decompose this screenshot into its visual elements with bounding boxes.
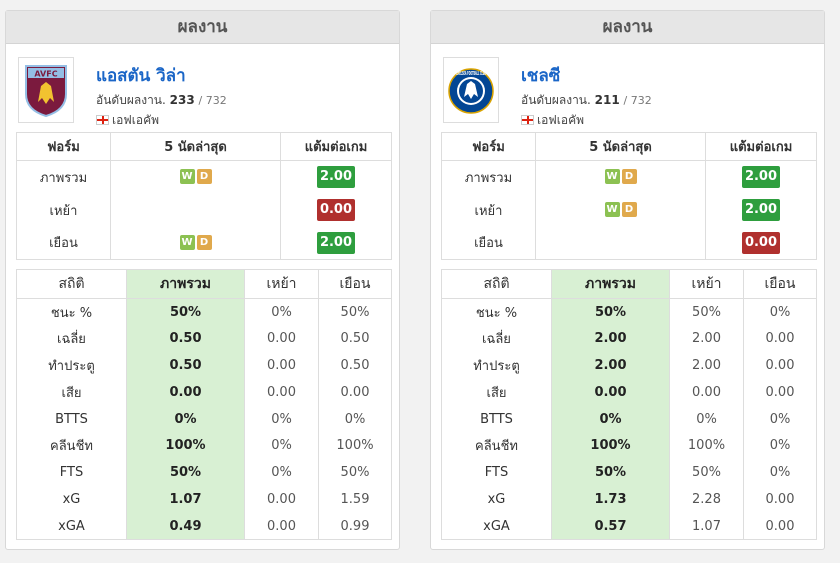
- stats-header-overall[interactable]: ภาพรวม: [551, 269, 670, 299]
- team-info: CHELSEA FOOTBALL CLUB เชลซี อันดับผลงาน.…: [431, 44, 824, 130]
- form-header-last5: 5 นัดล่าสุด: [110, 132, 281, 161]
- stats-row: เฉลี่ย 2.00 2.00 0.00: [441, 325, 817, 353]
- team-logo[interactable]: CHELSEA FOOTBALL CLUB: [443, 57, 499, 123]
- result-badge[interactable]: D: [196, 234, 212, 250]
- england-flag-icon: [521, 115, 534, 125]
- stats-row: xGA 0.57 1.07 0.00: [441, 512, 817, 541]
- stats-table: สถิติ ภาพรวม เหย้า เยือน ชนะ % 50% 50% 0% เ…: [441, 269, 817, 541]
- performance-rank: อันดับผลงาน. 211 / 732: [521, 93, 652, 107]
- stats-row: เฉลี่ย 0.50 0.00 0.50: [16, 325, 392, 353]
- ppg-badge: 2.00: [317, 166, 355, 189]
- stats-header-home[interactable]: เหย้า: [669, 269, 744, 299]
- stats-header-away[interactable]: เยือน: [743, 269, 817, 299]
- form-row-away: เยือน 0.00: [441, 226, 817, 260]
- panel-header: ผลงาน: [6, 11, 399, 44]
- england-flag-icon: [96, 115, 109, 125]
- stats-row: ชนะ % 50% 0% 50%: [16, 298, 392, 326]
- stats-row: ทำประตู 2.00 2.00 0.00: [441, 352, 817, 379]
- ppg-badge: 2.00: [317, 231, 355, 254]
- result-badge[interactable]: D: [196, 169, 212, 185]
- stats-header-away[interactable]: เยือน: [318, 269, 392, 299]
- team-name[interactable]: แอสตัน วิล่า: [96, 66, 186, 86]
- chelsea-crest-icon: CHELSEA FOOTBALL CLUB: [448, 68, 494, 114]
- team-name[interactable]: เชลซี: [521, 66, 561, 86]
- stats-row: xGA 0.49 0.00 0.99: [16, 512, 392, 541]
- form-header-last5: 5 นัดล่าสุด: [535, 132, 706, 161]
- form-header-ppg: แต้มต่อเกม: [280, 132, 392, 161]
- stats-header-home[interactable]: เหย้า: [244, 269, 319, 299]
- stats-row: xG 1.07 0.00 1.59: [16, 486, 392, 513]
- svg-text:AVFC: AVFC: [34, 70, 57, 79]
- performance-rank: อันดับผลงาน. 233 / 732: [96, 93, 227, 107]
- stats-row: xG 1.73 2.28 0.00: [441, 486, 817, 513]
- result-badge[interactable]: W: [604, 169, 620, 185]
- aston-villa-crest-icon: AVFC: [25, 65, 67, 118]
- stats-row: ชนะ % 50% 50% 0%: [441, 298, 817, 326]
- form-header-label: ฟอร์ม: [441, 132, 536, 161]
- result-badge[interactable]: D: [621, 169, 637, 185]
- result-badge[interactable]: W: [179, 234, 195, 250]
- form-header-ppg: แต้มต่อเกม: [705, 132, 817, 161]
- ppg-badge: 0.00: [742, 231, 780, 254]
- stats-row: คลีนชีท 100% 0% 100%: [16, 432, 392, 460]
- stats-row: BTTS 0% 0% 0%: [441, 405, 817, 433]
- ppg-badge: 0.00: [317, 199, 355, 221]
- ppg-badge: 2.00: [742, 166, 780, 189]
- stats-header-label: สถิติ: [16, 269, 127, 299]
- league: เอฟเอคัพ: [521, 111, 584, 130]
- stats-header-overall[interactable]: ภาพรวม: [126, 269, 245, 299]
- svg-text:CHELSEA FOOTBALL CLUB: CHELSEA FOOTBALL CLUB: [456, 71, 486, 77]
- stats-row: เสีย 0.00 0.00 0.00: [16, 378, 392, 406]
- stats-row: FTS 50% 0% 50%: [16, 459, 392, 487]
- stats-row: ทำประตู 0.50 0.00 0.50: [16, 352, 392, 379]
- stats-row: เสีย 0.00 0.00 0.00: [441, 378, 817, 406]
- form-header-label: ฟอร์ม: [16, 132, 111, 161]
- result-badge[interactable]: D: [621, 202, 637, 217]
- team-info: AVFC แอสตัน วิล่า อันดับผลงาน. 233 / 732…: [6, 44, 399, 130]
- team-panel-away: ผลงาน CHELSEA FOOTBALL CLUB เชลซี อันดับ…: [430, 10, 825, 550]
- ppg-badge: 2.00: [742, 199, 780, 221]
- stats-row: คลีนชีท 100% 100% 0%: [441, 432, 817, 460]
- team-logo[interactable]: AVFC: [18, 57, 74, 123]
- league: เอฟเอคัพ: [96, 111, 159, 130]
- stats-row: FTS 50% 50% 0%: [441, 459, 817, 487]
- panel-header: ผลงาน: [431, 11, 824, 44]
- result-badge[interactable]: W: [604, 202, 620, 217]
- team-panel-home: ผลงาน AVFC แอสตัน วิล่า อันดับผลงาน. 233…: [5, 10, 400, 550]
- stats-row: BTTS 0% 0% 0%: [16, 405, 392, 433]
- result-badge[interactable]: W: [179, 169, 195, 185]
- stats-table: สถิติ ภาพรวม เหย้า เยือน ชนะ % 50% 0% 50% เ…: [16, 269, 392, 541]
- form-row-home: เหย้า 0.00: [16, 193, 392, 227]
- stats-header-label: สถิติ: [441, 269, 552, 299]
